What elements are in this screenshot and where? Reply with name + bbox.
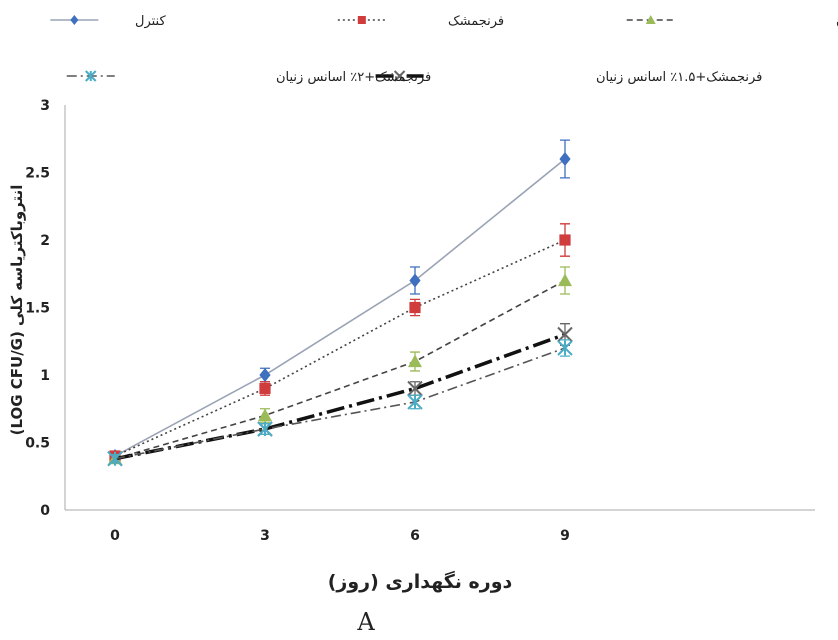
legend-marker xyxy=(645,15,656,24)
series-layer xyxy=(107,139,573,467)
data-point xyxy=(257,421,273,437)
series-4 xyxy=(107,323,573,467)
data-point xyxy=(259,368,271,382)
legend-marker xyxy=(357,16,366,24)
y-tick-labels: 0 0.5 1 1.5 2 2.5 3 xyxy=(25,98,50,519)
series-line xyxy=(114,279,566,460)
data-point xyxy=(559,152,571,166)
data-point xyxy=(407,394,423,410)
y-tick-label: 3 xyxy=(40,98,50,114)
legend-label: فرنجمشک+۱٪ اسانس زنیان xyxy=(836,14,838,29)
series-line xyxy=(114,158,566,457)
x-tick-label: 6 xyxy=(410,528,420,544)
legend-entry: فرنجمشک xyxy=(337,14,504,29)
legend-entry: فرنجمشک+۲٪ اسانس زنیان xyxy=(66,70,431,85)
series-1 xyxy=(109,139,571,463)
data-point xyxy=(409,273,421,288)
legend-entry: فرنجمشک+۱.۵٪ اسانس زنیان xyxy=(375,70,762,85)
legend-label: فرنجمشک+۱.۵٪ اسانس زنیان xyxy=(596,70,762,85)
data-point xyxy=(557,326,573,343)
y-tick-label: 2 xyxy=(40,233,50,249)
series-5 xyxy=(107,339,573,467)
data-point xyxy=(558,273,572,287)
data-point xyxy=(557,340,573,356)
x-tick-label: 9 xyxy=(560,528,570,544)
legend-marker xyxy=(85,70,97,82)
data-point xyxy=(107,450,123,467)
y-tick-label: 0.5 xyxy=(25,436,50,452)
series-2 xyxy=(109,223,571,462)
data-point xyxy=(258,408,272,422)
data-point xyxy=(409,301,421,314)
series-line xyxy=(114,332,566,461)
y-tick-label: 2.5 xyxy=(25,166,50,182)
y-tick-label: 1.5 xyxy=(25,301,50,317)
axes xyxy=(64,105,815,511)
x-axis-label: دوره نگهداری (روز) xyxy=(328,570,513,593)
legend-marker xyxy=(393,70,406,82)
data-point xyxy=(259,382,271,395)
legend-label: فرنجمشک xyxy=(448,14,504,29)
series-line xyxy=(114,239,566,457)
x-tick-labels: 0 3 6 9 xyxy=(110,528,570,544)
legend-entry: فرنجمشک+۱٪ اسانس زنیان xyxy=(626,14,838,29)
legend-entry: کنترل xyxy=(50,14,166,29)
series-3 xyxy=(108,266,572,465)
legend-marker xyxy=(70,15,79,25)
data-point xyxy=(408,354,422,368)
y-tick-label: 0 xyxy=(40,503,50,519)
data-point xyxy=(559,234,571,246)
legend: کنترل فرنجمشک فرنجمشک+۱٪ اسانس زنیان فرنجمش… xyxy=(50,14,838,85)
series-line xyxy=(114,347,566,460)
y-tick-label: 1 xyxy=(40,368,50,384)
legend-label: کنترل xyxy=(135,14,166,29)
legend-label: فرنجمشک+۲٪ اسانس زنیان xyxy=(276,70,431,85)
x-tick-label: 3 xyxy=(260,528,270,544)
y-axis-label: (LOG CFU/G) انتروباکتریاسه کلی xyxy=(8,185,26,436)
panel-label: A xyxy=(356,608,375,636)
x-tick-label: 0 xyxy=(110,528,120,544)
data-point xyxy=(407,380,423,397)
